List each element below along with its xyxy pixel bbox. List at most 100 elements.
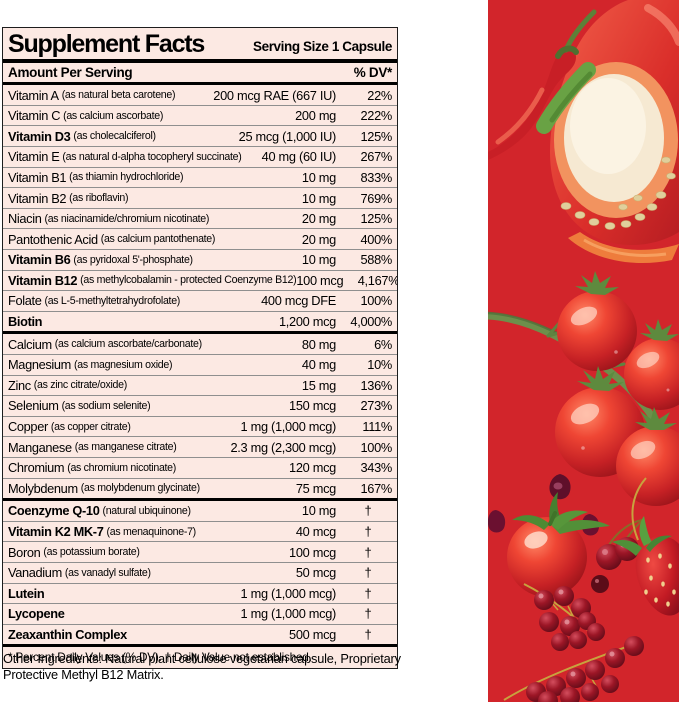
daily-value: 125% (360, 211, 392, 227)
nutrient-name: Calcium (8, 336, 52, 352)
bell-pepper-illustration (536, 0, 679, 264)
nutrient-name: Folate (8, 293, 42, 309)
table-row: Lycopene 1 mg (1,000 mcg) † (3, 603, 397, 624)
daily-value: 343% (360, 460, 392, 476)
nutrient-amount: 1,200 mcg (278, 314, 336, 330)
nutrient-amount: 15 mg (301, 377, 336, 393)
dv-header: % DV* (353, 64, 393, 80)
nutrient-form-desc: (as niacinamide/chromium nicotinate) (44, 212, 210, 225)
serving-size: Serving Size 1 Capsule (252, 39, 392, 55)
nutrient-name: Vitamin B1 (8, 169, 67, 185)
nutrient-name: Pantothenic Acid (8, 231, 98, 247)
nutrient-form-desc: (as riboflavin) (69, 192, 129, 205)
footnote: * Percent Daily Values (% DV). † Daily V… (3, 644, 397, 668)
daily-value: † (364, 544, 372, 560)
nutrient-name: Vitamin B12 (8, 272, 78, 288)
nutrient-name: Zinc (8, 377, 31, 393)
nutrient-name: Molybdenum (8, 480, 78, 496)
nutrient-amount: 20 mg (301, 211, 336, 227)
nutrient-amount: 50 mcg (295, 565, 336, 581)
daily-value: 222% (360, 108, 392, 124)
nutrient-form-desc: (as molybdenum glycinate) (80, 482, 200, 495)
supplement-facts-label: Supplement Facts Serving Size 1 Capsule … (2, 27, 398, 670)
daily-value: 167% (360, 480, 392, 496)
nutrient-amount: 10 mg (301, 190, 336, 206)
table-row: Vanadium (as vanadyl sulfate) 50 mcg † (3, 561, 397, 583)
label-title: Supplement Facts (8, 30, 205, 58)
daily-value: † (364, 585, 372, 601)
column-header-row: Amount Per Serving % DV* (3, 63, 397, 82)
nutrient-amount: 1 mg (1,000 mcg) (240, 419, 337, 435)
nutrient-name: Coenzyme Q-10 (8, 503, 100, 519)
daily-value: 6% (374, 336, 392, 352)
nutrient-name: Magnesium (8, 357, 71, 373)
daily-value: † (364, 626, 372, 642)
nutrient-amount: 500 mcg (289, 626, 336, 642)
nutrient-name: Biotin (8, 314, 43, 330)
table-row: Folate (as L-5-methyltetrahydrofolate) 400… (3, 290, 397, 311)
nutrient-name: Lycopene (8, 606, 65, 622)
daily-value: † (364, 524, 372, 540)
divider-bar (3, 81, 397, 86)
nutrient-form-desc: (as L-5-methyltetrahydrofolate) (44, 294, 181, 307)
nutrient-form-desc: (as thiamin hydrochloride) (69, 171, 184, 184)
daily-value: 267% (360, 149, 392, 165)
table-row: Vitamin B1 (as thiamin hydrochloride) 10 m… (3, 166, 397, 188)
red-currants-illustration (503, 583, 644, 702)
table-row: Molybdenum (as molybdenum glycinate) 75 mc… (3, 477, 397, 499)
nutrient-name: Niacin (8, 211, 42, 227)
table-row: Boron (as potassium borate) 100 mcg † (3, 541, 397, 562)
nutrient-form-desc: (as zinc citrate/oxide) (33, 379, 127, 392)
daily-value: 111% (362, 419, 392, 435)
table-row: Biotin 1,200 mcg 4,000% (3, 310, 397, 332)
table-row: Vitamin D3 (as cholecalciferol) 25 mcg (1,… (3, 125, 397, 146)
nutrient-form-desc: (as natural beta carotene) (61, 89, 176, 102)
daily-value: 400% (360, 231, 392, 247)
nutrient-form-desc: (as calcium ascorbate) (63, 109, 164, 122)
daily-value: 4,167% (357, 272, 397, 288)
nutrient-name: Copper (8, 419, 48, 435)
table-row: Coenzyme Q-10 (natural ubiquinone) 10 mg † (3, 498, 397, 521)
daily-value: 100% (360, 293, 392, 309)
nutrient-form-desc: (as cholecalciferol) (73, 130, 156, 143)
nutrient-amount: 75 mcg (295, 480, 336, 496)
nutrient-name: Lutein (8, 585, 45, 601)
table-row: Niacin (as niacinamide/chromium nicotinat… (3, 207, 397, 229)
table-row: Pantothenic Acid (as calcium pantothenate… (3, 228, 397, 249)
amount-per-serving-header: Amount Per Serving (8, 64, 133, 80)
nutrient-amount: 150 mcg (289, 398, 336, 414)
daily-value: † (364, 606, 372, 622)
nutrient-amount: 40 mcg (295, 524, 336, 540)
facts-rows: Vitamin A (as natural beta carotene) 200 m… (3, 85, 397, 644)
nutrient-name: Selenium (8, 398, 59, 414)
nutrient-name: Boron (8, 544, 41, 560)
nutrient-name: Vitamin A (8, 87, 59, 103)
nutrient-amount: 10 mg (301, 169, 336, 185)
divider-bar (3, 59, 397, 63)
table-row: Chromium (as chromium nicotinate) 120 mcg 3… (3, 456, 397, 478)
nutrient-form-desc: (as manganese citrate) (74, 441, 177, 454)
table-row: Copper (as copper citrate) 1 mg (1,000 mcg… (3, 415, 397, 437)
nutrient-form-desc: (as calcium ascorbate/carbonate) (54, 338, 202, 351)
daily-value: 10% (367, 357, 392, 373)
nutrient-name: Vanadium (8, 565, 62, 581)
nutrient-amount: 10 mg (301, 503, 336, 519)
table-row: Lutein 1 mg (1,000 mcg) † (3, 582, 397, 604)
nutrient-amount: 25 mcg (1,000 IU) (238, 128, 337, 144)
strawberry-illustration (612, 477, 679, 616)
nutrient-amount: 40 mg (60 IU) (261, 149, 337, 165)
nutrient-amount: 100 mcg (296, 272, 344, 288)
table-row: Vitamin E (as natural d-alpha tocopheryl … (3, 146, 397, 167)
daily-value: 769% (360, 190, 392, 206)
nutrient-amount: 10 mg (301, 252, 336, 268)
table-row: Vitamin B12 (as methylcobalamin - protect… (3, 269, 397, 291)
nutrient-amount: 200 mg (295, 108, 336, 124)
tomato-illustration (507, 492, 610, 597)
nutrient-amount: 1 mg (1,000 mcg) (240, 585, 337, 601)
nutrient-form-desc: (as vanadyl sulfate) (64, 566, 151, 579)
daily-value: 22% (367, 87, 392, 103)
nutrient-name: Chromium (8, 460, 65, 476)
nutrient-form-desc: (as pyridoxal 5'-phosphate) (73, 253, 193, 266)
table-row: Zeaxanthin Complex 500 mcg † (3, 623, 397, 645)
nutrient-name: Vitamin D3 (8, 128, 71, 144)
